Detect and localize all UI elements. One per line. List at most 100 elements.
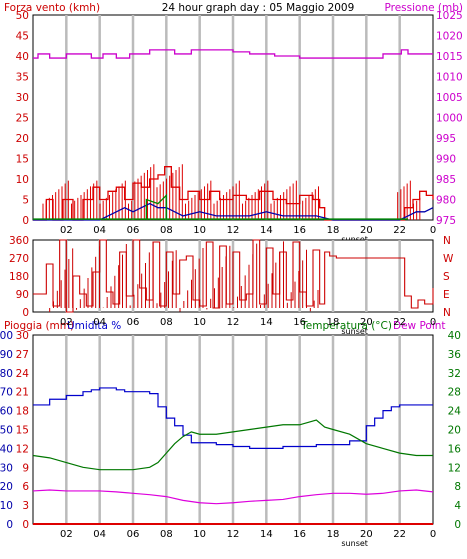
y-tick-label: 90 — [16, 289, 29, 301]
x-tick-label: 04 — [93, 529, 106, 540]
x-tick-label: 12 — [227, 529, 240, 540]
y-tick-label: 40 — [16, 51, 29, 63]
x-tick-label: 08 — [160, 529, 173, 540]
y2-tick-label: 1025 — [436, 10, 463, 22]
x-tick-label: 20 — [360, 225, 373, 236]
x-tick-label: 08 — [160, 317, 173, 328]
temperature-tick-label: 32 — [448, 368, 461, 380]
humidity-tick-label: 90 — [0, 349, 13, 361]
y-tick-label: 20 — [16, 133, 29, 145]
humidity-tick-label: 10 — [0, 500, 13, 512]
compass-label: N — [443, 235, 451, 247]
rain-tick-label: 27 — [16, 349, 29, 361]
rain-tick-label: 21 — [16, 387, 29, 399]
temperature-tick-label: 0 — [454, 519, 461, 531]
rain-tick-label: 0 — [22, 519, 29, 531]
temperature-axis-title: Temperatura (°C) — [300, 320, 392, 332]
x-tick-label: 12 — [227, 225, 240, 236]
y-tick-label: 15 — [16, 154, 29, 166]
dewpoint-axis-title: Dew Point — [393, 320, 446, 332]
x-tick-label: 18 — [327, 225, 340, 236]
compass-label: N — [443, 307, 451, 319]
rain-tick-label: 30 — [16, 330, 29, 342]
y-tick-label: 360 — [9, 235, 29, 247]
rain-tick-label: 24 — [16, 368, 30, 380]
y2-tick-label: 985 — [436, 174, 456, 186]
x-tick-label: 02 — [60, 225, 73, 236]
compass-label: W — [443, 253, 454, 265]
wind-axis-title: Forza vento (kmh) — [4, 2, 100, 14]
x-tick-label: 16 — [293, 529, 306, 540]
x-tick-label: 22 — [393, 529, 406, 540]
temperature-tick-label: 4 — [454, 500, 461, 512]
temperature-tick-label: 16 — [448, 443, 462, 455]
x-tick-label: 04 — [93, 317, 106, 328]
humidity-tick-label: 80 — [0, 368, 13, 380]
x-tick-label: 0 — [430, 317, 436, 328]
humidity-tick-label: 60 — [0, 406, 13, 418]
x-tick-label: 02 — [60, 317, 73, 328]
y2-tick-label: 1005 — [436, 92, 463, 104]
x-tick-label: 22 — [393, 225, 406, 236]
pressure-axis-title: Pressione (mb) — [384, 2, 463, 14]
x-tick-label: 10 — [193, 529, 206, 540]
humidity-tick-label: 70 — [0, 387, 13, 399]
chart-title: 24 hour graph day : 05 Maggio 2009 — [162, 2, 355, 14]
x-tick-label: 0 — [430, 225, 436, 236]
y-tick-label: 5 — [22, 195, 29, 207]
y-tick-label: 0 — [22, 215, 29, 227]
y2-tick-label: 995 — [436, 133, 456, 145]
y-tick-label: 0 — [22, 307, 29, 319]
temperature-tick-label: 40 — [448, 330, 461, 342]
compass-label: E — [443, 289, 450, 301]
y-tick-label: 270 — [9, 253, 29, 265]
temperature-tick-label: 36 — [448, 349, 462, 361]
y-tick-label: 35 — [16, 72, 29, 84]
humidity-tick-label: 50 — [0, 425, 13, 437]
x-tick-label: 10 — [193, 225, 206, 236]
series-wind-avg — [33, 202, 434, 221]
temperature-tick-label: 20 — [448, 425, 461, 437]
y2-tick-label: 975 — [436, 215, 456, 227]
rain-tick-label: 3 — [22, 500, 29, 512]
x-tick-label: 12 — [227, 317, 240, 328]
humidity-tick-label: 20 — [0, 481, 13, 493]
x-tick-label: 14 — [260, 225, 273, 236]
rain-tick-label: 12 — [16, 443, 29, 455]
y-tick-label: 50 — [16, 10, 29, 22]
x-tick-label: 06 — [127, 225, 140, 236]
humidity-tick-label: 0 — [6, 519, 13, 531]
series-pressure — [33, 49, 433, 59]
x-tick-label: 22 — [393, 317, 406, 328]
x-tick-label: 16 — [293, 225, 306, 236]
x-tick-label: 18 — [327, 317, 340, 328]
x-tick-label: 10 — [193, 317, 206, 328]
series-dewpoint — [32, 489, 434, 505]
sunset-label: sunset — [341, 327, 368, 336]
rain-tick-label: 9 — [22, 462, 29, 474]
x-tick-label: 16 — [293, 317, 306, 328]
x-tick-label: 20 — [360, 529, 373, 540]
humidity-axis-title: Umidita % — [67, 320, 121, 332]
y2-tick-label: 1010 — [436, 72, 463, 84]
y2-tick-label: 1020 — [436, 31, 463, 43]
rain-tick-label: 15 — [16, 425, 29, 437]
x-tick-label: 14 — [260, 529, 273, 540]
y-tick-label: 45 — [16, 31, 29, 43]
x-tick-label: 20 — [360, 317, 373, 328]
temperature-tick-label: 24 — [448, 406, 462, 418]
x-tick-label: 04 — [93, 225, 106, 236]
x-tick-label: 06 — [127, 529, 140, 540]
temperature-tick-label: 12 — [448, 462, 461, 474]
y-tick-label: 30 — [16, 92, 29, 104]
sunset-label: sunset — [341, 539, 368, 548]
series-humidity — [33, 387, 433, 449]
x-tick-label: 14 — [260, 317, 273, 328]
y-tick-label: 25 — [16, 113, 29, 125]
rain-tick-label: 18 — [16, 406, 29, 418]
humidity-tick-label: 40 — [0, 443, 13, 455]
y-tick-label: 180 — [9, 271, 29, 283]
compass-label: S — [443, 271, 450, 283]
humidity-tick-label: 100 — [0, 330, 13, 342]
